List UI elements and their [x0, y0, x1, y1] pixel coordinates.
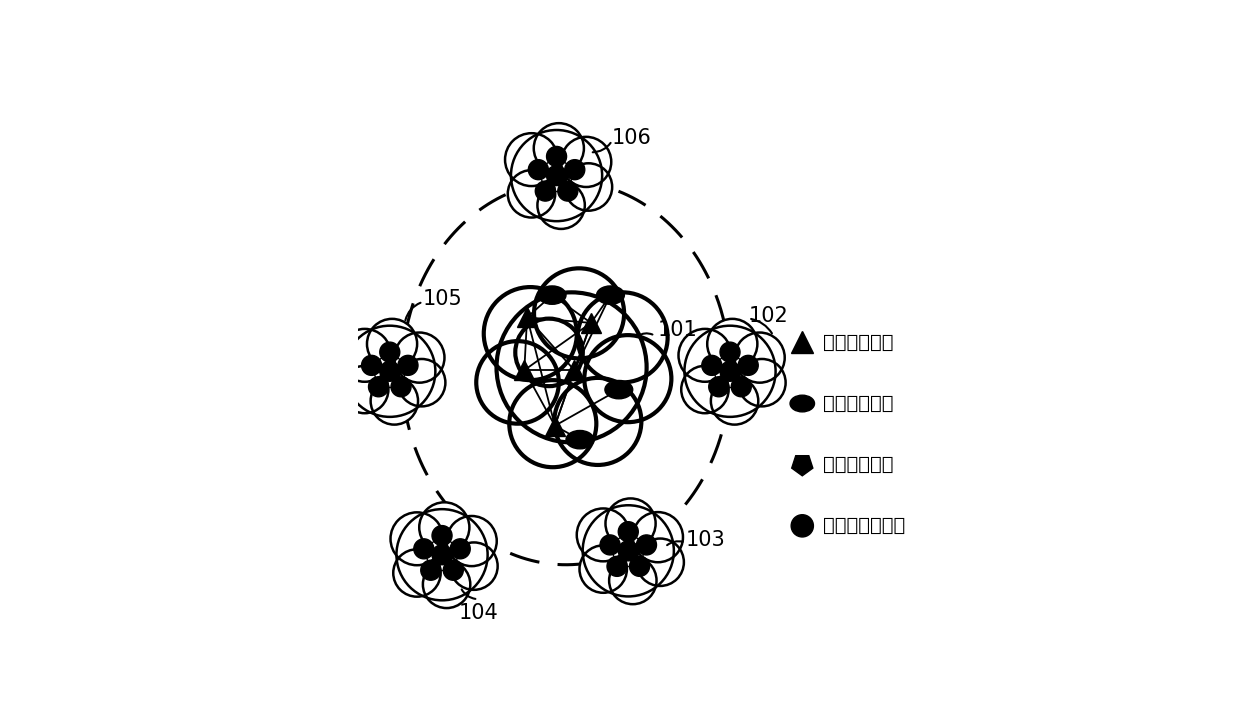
Circle shape — [432, 526, 453, 546]
Circle shape — [391, 513, 444, 565]
Circle shape — [443, 560, 464, 580]
Text: 数据收发节点: 数据收发节点 — [823, 455, 894, 474]
Circle shape — [496, 292, 646, 443]
Circle shape — [684, 326, 775, 417]
Circle shape — [720, 342, 740, 362]
Circle shape — [345, 326, 435, 417]
Circle shape — [533, 123, 584, 173]
Circle shape — [528, 160, 548, 180]
Circle shape — [583, 505, 673, 596]
Circle shape — [362, 355, 382, 375]
Circle shape — [398, 359, 445, 406]
Circle shape — [393, 549, 440, 596]
Circle shape — [554, 378, 641, 465]
Circle shape — [608, 557, 627, 576]
Circle shape — [584, 335, 671, 422]
Circle shape — [507, 170, 556, 217]
Circle shape — [516, 318, 583, 386]
Circle shape — [446, 516, 497, 566]
FancyArrowPatch shape — [405, 303, 420, 320]
Circle shape — [738, 355, 758, 375]
Circle shape — [632, 512, 683, 562]
Circle shape — [547, 165, 567, 186]
Circle shape — [791, 515, 813, 537]
Circle shape — [394, 333, 444, 383]
Text: 104: 104 — [459, 603, 498, 622]
Text: 数据验证节点: 数据验证节点 — [823, 333, 894, 352]
Ellipse shape — [538, 286, 565, 304]
Circle shape — [600, 535, 620, 555]
Circle shape — [577, 508, 630, 561]
Circle shape — [636, 535, 656, 555]
Circle shape — [579, 545, 627, 593]
Circle shape — [432, 544, 453, 565]
FancyArrowPatch shape — [751, 319, 773, 334]
Circle shape — [709, 377, 729, 397]
FancyArrowPatch shape — [593, 143, 610, 152]
Circle shape — [636, 539, 684, 586]
Text: 101: 101 — [657, 320, 697, 340]
Ellipse shape — [605, 380, 632, 399]
Circle shape — [397, 509, 487, 600]
Text: 105: 105 — [423, 289, 463, 309]
Circle shape — [711, 377, 759, 425]
Ellipse shape — [596, 286, 625, 304]
Circle shape — [558, 181, 578, 201]
FancyArrowPatch shape — [461, 589, 475, 599]
Circle shape — [450, 542, 497, 590]
Circle shape — [734, 333, 785, 383]
Circle shape — [339, 329, 391, 382]
Circle shape — [732, 377, 751, 397]
Circle shape — [738, 359, 786, 406]
Circle shape — [720, 361, 740, 381]
Circle shape — [510, 380, 596, 467]
Circle shape — [707, 319, 758, 369]
Circle shape — [379, 361, 399, 381]
FancyArrowPatch shape — [637, 334, 652, 336]
Circle shape — [367, 319, 417, 369]
Circle shape — [537, 181, 585, 229]
FancyArrowPatch shape — [667, 542, 683, 545]
Circle shape — [414, 539, 434, 559]
Circle shape — [605, 498, 656, 549]
Circle shape — [368, 377, 388, 397]
Circle shape — [450, 539, 470, 559]
Circle shape — [536, 181, 556, 201]
Circle shape — [681, 366, 729, 413]
Circle shape — [534, 269, 624, 358]
Circle shape — [619, 522, 639, 542]
Ellipse shape — [565, 430, 594, 449]
Circle shape — [484, 287, 577, 380]
Circle shape — [511, 130, 603, 221]
Text: 数据监管节点: 数据监管节点 — [823, 394, 894, 413]
Circle shape — [678, 329, 732, 382]
Circle shape — [562, 137, 611, 187]
Circle shape — [423, 561, 470, 608]
Circle shape — [578, 292, 667, 383]
Circle shape — [609, 557, 656, 604]
Circle shape — [341, 366, 388, 413]
Circle shape — [505, 133, 558, 186]
Circle shape — [702, 355, 722, 375]
Text: 平行链网络节点: 平行链网络节点 — [823, 516, 905, 535]
Circle shape — [547, 147, 567, 167]
Circle shape — [419, 503, 470, 552]
Circle shape — [379, 342, 399, 362]
Text: 106: 106 — [613, 128, 652, 148]
Text: 103: 103 — [686, 530, 725, 549]
Circle shape — [630, 557, 650, 576]
Ellipse shape — [790, 395, 815, 412]
Text: 102: 102 — [749, 305, 789, 326]
Circle shape — [476, 341, 559, 424]
Circle shape — [398, 355, 418, 375]
Circle shape — [564, 160, 585, 180]
Circle shape — [420, 560, 440, 580]
Circle shape — [371, 377, 418, 425]
Circle shape — [619, 541, 639, 561]
Circle shape — [391, 377, 410, 397]
Circle shape — [564, 163, 613, 211]
